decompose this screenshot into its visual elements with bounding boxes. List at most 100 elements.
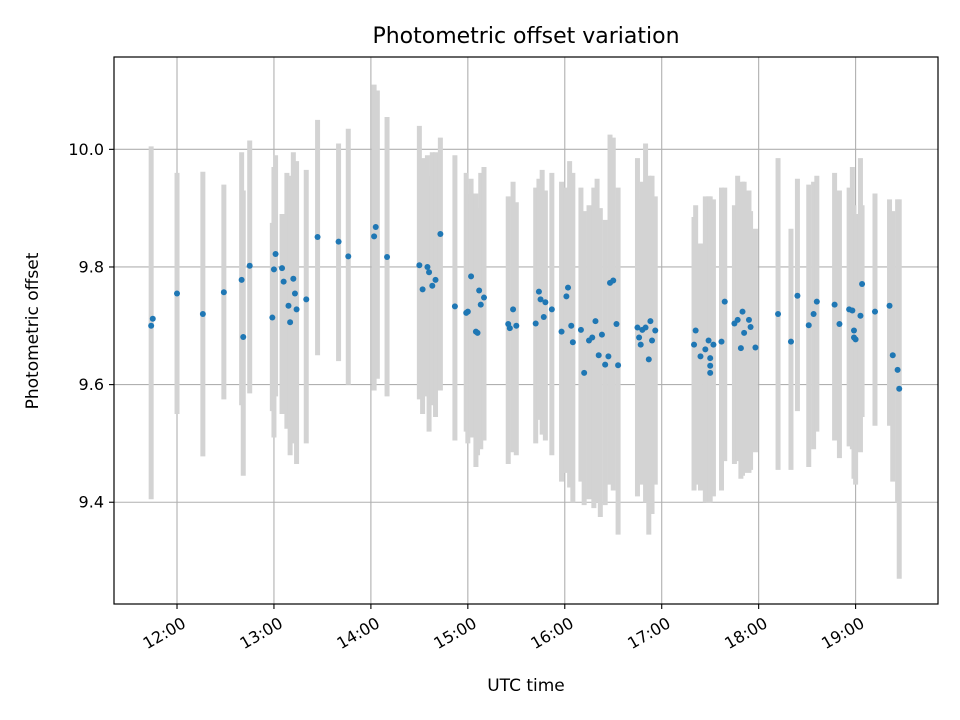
data-point xyxy=(787,338,794,345)
data-point xyxy=(269,314,276,321)
data-point xyxy=(535,288,542,295)
data-point xyxy=(605,353,612,360)
y-tick-label: 9.8 xyxy=(79,257,104,276)
data-point xyxy=(451,303,458,310)
data-point xyxy=(697,353,704,360)
data-point xyxy=(886,302,893,309)
data-point xyxy=(794,292,801,299)
data-point xyxy=(220,289,227,296)
data-point xyxy=(432,276,439,283)
data-point xyxy=(613,321,620,328)
data-point xyxy=(581,369,588,376)
data-point xyxy=(734,316,741,323)
data-point xyxy=(238,276,245,283)
y-tick-label: 9.6 xyxy=(79,375,104,394)
x-axis-label: UTC time xyxy=(487,676,565,696)
data-point xyxy=(240,333,247,340)
data-point xyxy=(372,223,379,230)
data-point xyxy=(737,345,744,352)
data-point xyxy=(270,266,277,273)
data-point xyxy=(429,282,436,289)
data-point xyxy=(645,356,652,363)
data-point xyxy=(705,337,712,344)
data-point xyxy=(647,318,654,325)
data-point xyxy=(871,308,878,315)
data-point xyxy=(384,253,391,260)
data-point xyxy=(859,281,866,288)
data-point xyxy=(371,233,378,240)
data-point xyxy=(149,315,156,322)
data-point xyxy=(615,362,622,369)
data-point xyxy=(480,294,487,301)
data-point xyxy=(568,322,575,329)
data-point xyxy=(702,346,709,353)
data-point xyxy=(642,324,649,331)
data-point xyxy=(636,334,643,341)
y-tick-label: 9.4 xyxy=(79,493,104,512)
data-point xyxy=(745,316,752,323)
data-point xyxy=(595,352,602,359)
data-point xyxy=(279,265,286,272)
data-point xyxy=(649,337,656,344)
data-point xyxy=(889,352,896,359)
data-point xyxy=(691,341,698,348)
data-point xyxy=(476,287,483,294)
data-point xyxy=(602,361,609,368)
data-point xyxy=(285,302,292,309)
data-point xyxy=(174,290,181,297)
data-point xyxy=(652,327,659,334)
data-point xyxy=(836,321,843,328)
data-point xyxy=(419,286,426,293)
data-point xyxy=(542,299,549,306)
data-point xyxy=(558,328,565,335)
data-point xyxy=(287,319,294,326)
data-point xyxy=(474,329,481,336)
data-point xyxy=(813,298,820,305)
data-point xyxy=(290,275,297,282)
data-point xyxy=(752,344,759,351)
data-point xyxy=(291,290,298,297)
data-point xyxy=(849,307,856,314)
data-point xyxy=(199,311,206,318)
data-point xyxy=(437,231,444,238)
data-point xyxy=(577,326,584,333)
chart-title: Photometric offset variation xyxy=(372,24,679,49)
data-points xyxy=(148,223,903,392)
data-point xyxy=(477,301,484,308)
data-point xyxy=(718,338,725,345)
data-point xyxy=(592,318,599,325)
data-point xyxy=(569,339,576,346)
data-point xyxy=(293,306,300,313)
data-point xyxy=(810,311,817,318)
data-point xyxy=(857,312,864,319)
data-point xyxy=(510,306,517,313)
data-point xyxy=(894,366,901,373)
data-point xyxy=(852,336,859,343)
data-point xyxy=(424,263,431,270)
data-point xyxy=(314,233,321,240)
data-point xyxy=(563,293,570,300)
data-point xyxy=(272,251,279,258)
data-point xyxy=(610,277,617,284)
data-point xyxy=(741,329,748,336)
data-point xyxy=(540,313,547,320)
data-point xyxy=(506,325,513,332)
y-tick-label: 10.0 xyxy=(68,140,104,159)
data-point xyxy=(468,273,475,280)
data-point xyxy=(589,334,596,341)
data-point xyxy=(896,385,903,392)
data-point xyxy=(707,362,714,369)
data-point xyxy=(513,322,520,329)
data-point xyxy=(148,322,155,329)
data-point xyxy=(850,327,857,334)
data-point xyxy=(303,296,310,303)
data-point xyxy=(692,327,699,334)
y-axis-label: Photometric offset xyxy=(23,252,43,409)
data-point xyxy=(637,341,644,348)
data-point xyxy=(565,284,572,291)
data-point xyxy=(707,355,714,362)
data-point xyxy=(532,320,539,327)
data-point xyxy=(416,262,423,269)
data-point xyxy=(280,278,287,285)
